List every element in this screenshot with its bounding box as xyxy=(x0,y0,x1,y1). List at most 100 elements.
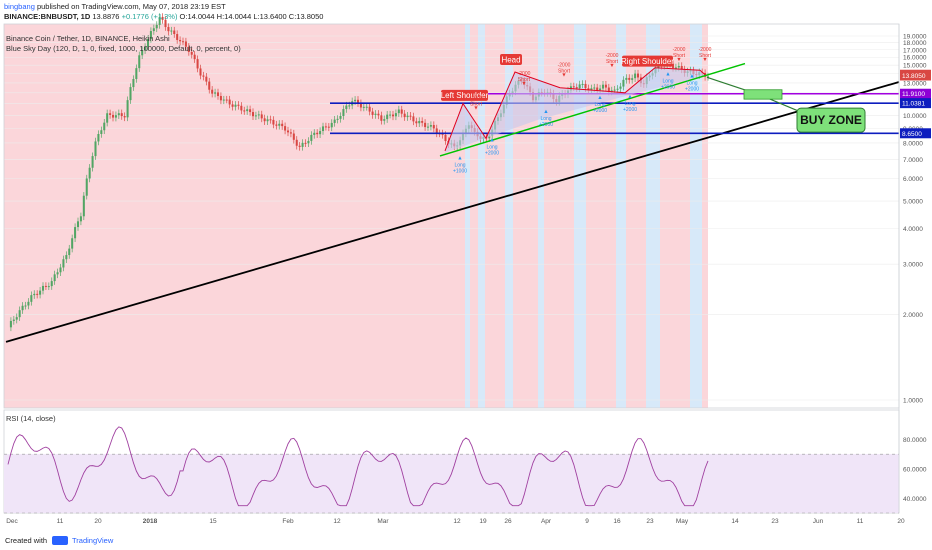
candle-down xyxy=(680,65,683,70)
candle-down xyxy=(196,59,199,69)
candle-up xyxy=(599,88,602,91)
candle-up xyxy=(677,65,680,68)
candle-up xyxy=(488,135,491,139)
candle-up xyxy=(406,115,409,118)
price-marker-text: 11.9100 xyxy=(902,91,925,98)
candle-up xyxy=(616,88,619,90)
price-marker: 11.0381 xyxy=(900,98,931,109)
candle-down xyxy=(607,87,610,92)
candle-up xyxy=(674,67,677,69)
signal-text: Short xyxy=(673,53,686,59)
candle-up xyxy=(339,115,342,119)
time-tick-label: 20 xyxy=(94,518,102,525)
candle-up xyxy=(354,99,357,102)
candle-up xyxy=(321,126,325,132)
candle-up xyxy=(222,99,225,101)
candle-down xyxy=(109,113,112,115)
candle-up xyxy=(593,87,596,89)
candle-up xyxy=(170,30,173,32)
rsi-label[interactable]: RSI (14, close) xyxy=(6,414,56,423)
signal-arrow-icon: ▼ xyxy=(561,72,566,78)
candle-down xyxy=(237,104,240,106)
candle-up xyxy=(266,119,269,122)
signal-arrow-icon: ▼ xyxy=(676,57,681,63)
candle-up xyxy=(149,31,152,40)
candle-up xyxy=(389,114,392,116)
candle-up xyxy=(76,221,80,228)
candle-up xyxy=(365,106,368,108)
candle-down xyxy=(231,104,234,107)
head-shoulders-outline xyxy=(444,67,707,152)
signal-text: -2000 xyxy=(606,53,619,59)
candle-down xyxy=(604,84,607,88)
signal-text: -2000 xyxy=(518,71,531,77)
signal-text: -2000 xyxy=(699,47,712,53)
candle-up xyxy=(41,285,45,291)
price-marker-text: 8.6500 xyxy=(902,131,922,138)
candle-down xyxy=(415,121,418,124)
price-tick-label: 19.0000 xyxy=(903,34,927,41)
tradingview-brand[interactable]: TradingView xyxy=(72,536,114,545)
signal-text: Short xyxy=(558,68,571,74)
candle-down xyxy=(36,293,39,295)
long-signal: ▲Long+2000 xyxy=(685,73,699,92)
price-tick-label: 18.0000 xyxy=(903,40,927,47)
candle-down xyxy=(596,87,599,91)
candle-down xyxy=(260,114,263,119)
symbol-line: BINANCE:BNBUSDT, 1D 13.8876 +0.1776 (+1.… xyxy=(4,12,323,21)
signal-arrow-icon: ▲ xyxy=(597,95,602,101)
candle-down xyxy=(572,86,575,88)
candle-down xyxy=(409,115,412,117)
time-tick-label: Apr xyxy=(541,518,552,525)
short-zone xyxy=(459,24,465,408)
candle-up xyxy=(103,122,106,131)
candle-down xyxy=(368,106,371,112)
candle-up xyxy=(619,86,622,89)
candle-down xyxy=(240,105,243,111)
candle-up xyxy=(85,178,88,196)
candle-up xyxy=(342,109,345,116)
price-axis: 19.000018.000017.000016.000015.000014.00… xyxy=(898,24,931,513)
price-tick-label: 6.0000 xyxy=(903,176,923,183)
candle-down xyxy=(435,128,438,134)
candle-up xyxy=(310,134,313,141)
candle-down xyxy=(111,114,115,118)
signal-arrow-icon: ▲ xyxy=(543,109,548,115)
rsi-band xyxy=(4,454,899,513)
candle-down xyxy=(316,132,319,135)
candle-up xyxy=(426,126,430,128)
candle-up xyxy=(129,87,132,101)
candle-down xyxy=(391,114,395,117)
price-marker: 13.8050 xyxy=(900,70,931,81)
signal-text: +1000 xyxy=(453,168,467,174)
candle-up xyxy=(114,115,117,118)
short-zone xyxy=(4,24,459,408)
signal-text: -2000 xyxy=(470,95,483,101)
candle-up xyxy=(581,83,584,85)
candle-up xyxy=(47,286,50,288)
candle-down xyxy=(205,76,208,82)
pattern-fill xyxy=(445,67,706,153)
price-marker: 8.6500 xyxy=(900,128,931,139)
candle-up xyxy=(146,39,150,47)
candle-up xyxy=(71,238,74,249)
candle-up xyxy=(88,167,91,179)
signal-text: +2000 xyxy=(593,108,607,114)
strategy-label[interactable]: Blue Sky Day (120, D, 1, 0, fixed, 1000,… xyxy=(6,44,241,53)
candle-up xyxy=(30,295,33,302)
candle-up xyxy=(50,281,53,287)
author-link[interactable]: bingbang xyxy=(4,2,35,11)
candle-down xyxy=(184,41,187,47)
price-tick-label: 17.0000 xyxy=(903,47,927,54)
candle-down xyxy=(167,27,170,32)
candle-down xyxy=(281,123,284,127)
candle-up xyxy=(21,305,24,311)
candle-up xyxy=(313,132,316,135)
candle-up xyxy=(100,130,103,135)
price-tick-label: 2.0000 xyxy=(903,312,923,319)
candle-up xyxy=(62,259,65,268)
short-zone xyxy=(470,24,478,408)
candle-up xyxy=(278,123,281,126)
